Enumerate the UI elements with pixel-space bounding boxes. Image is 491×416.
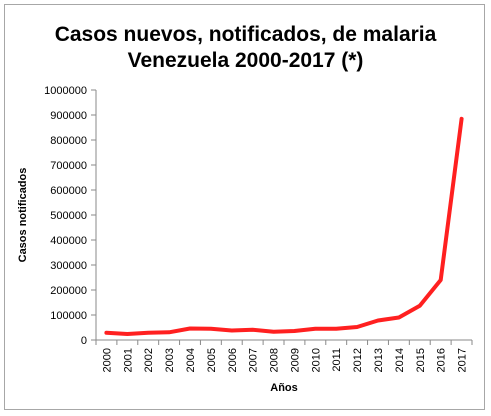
data-point [355,325,359,329]
y-tick-label: 500000 [50,210,87,222]
y-tick-label: 0 [81,335,87,347]
x-tick-label: 2016 [436,348,448,372]
data-point [460,117,464,121]
x-tick-label: 2015 [415,348,427,372]
data-point [209,327,213,331]
x-tick-label: 2001 [122,348,134,372]
x-tick-label: 2008 [269,348,281,372]
y-tick-label: 400000 [50,235,87,247]
data-point [376,319,380,322]
x-tick-label: 2013 [373,348,385,372]
data-point [188,327,192,330]
x-axis-ticks: 2000 2001 2002 2003 2004 2005 2006 2007 2008 2009… [95,340,473,372]
data-point [418,304,422,308]
data-point [125,332,129,336]
y-tick-label: 1000000 [44,85,87,97]
data-point [230,329,234,332]
data-point [334,327,338,331]
x-tick-label: 2010 [310,348,322,372]
x-tick-label: 2007 [248,348,260,372]
series-layer [104,116,464,336]
data-point [146,331,150,335]
x-tick-label: 2004 [185,348,197,372]
y-tick-label: 200000 [50,285,87,297]
y-tick-label: 600000 [50,185,87,197]
chart-title-line-2: Venezuela 2000-2017 (*) [127,49,364,72]
series-line [104,116,464,336]
y-tick-label: 800000 [50,135,87,147]
x-tick-label: 2011 [331,348,343,372]
x-tick-label: 2017 [457,348,469,372]
data-point [251,328,255,332]
x-tick-label: 2006 [227,348,239,372]
data-point [272,330,276,334]
chart-title-line-1: Casos nuevos, notificados, de malaria [54,23,437,46]
y-tick-label: 300000 [50,260,87,272]
data-point [292,329,296,333]
y-tick-label: 900000 [50,110,87,122]
x-axis-label: Años [270,382,298,394]
chart-frame [4,4,485,410]
x-tick-label: 2000 [101,348,113,372]
data-point [397,316,401,319]
x-tick-label: 2005 [206,348,218,372]
x-tick-label: 2014 [394,348,406,372]
data-point [313,327,317,331]
y-tick-label: 700000 [50,160,87,172]
data-point [104,331,108,335]
data-point [167,330,171,334]
x-tick-label: 2009 [289,348,301,372]
data-point [439,278,443,282]
y-axis-label: Casos notificados [17,168,29,263]
axes [95,90,472,341]
x-tick-label: 2002 [143,348,155,372]
x-tick-label: 2012 [352,348,364,372]
y-tick-label: 100000 [50,310,87,322]
y-axis-ticks: 0 100000 200000 300000 400000 500000 600000 700… [44,85,96,347]
x-tick-label: 2003 [164,348,176,372]
